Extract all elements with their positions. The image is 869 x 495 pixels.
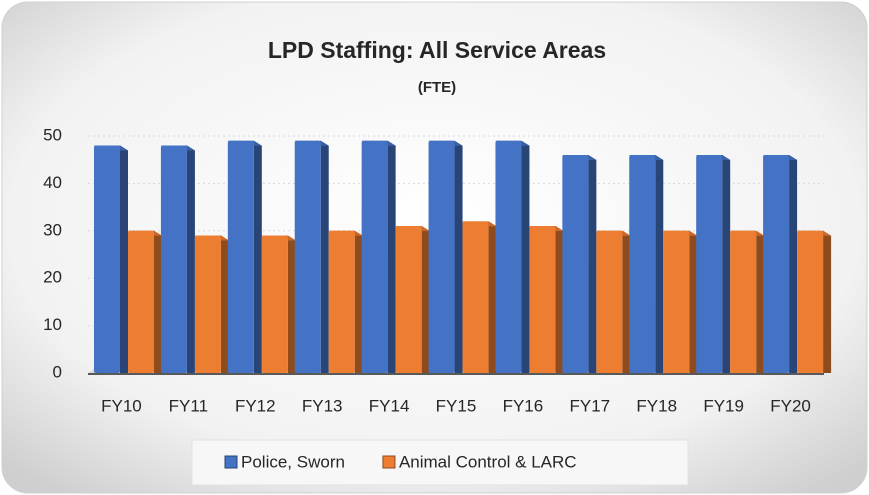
bar [596, 230, 623, 373]
chart-subtitle: (FTE) [418, 79, 456, 96]
bar [629, 154, 656, 373]
y-tick-label: 30 [43, 220, 62, 239]
bar-side [622, 230, 631, 373]
bar-side [789, 154, 798, 373]
x-tick-label: FY16 [503, 396, 544, 415]
bar-side [154, 230, 162, 373]
x-tick-label: FY12 [235, 396, 276, 415]
bar [495, 140, 522, 373]
bar [797, 230, 824, 373]
bar-side [354, 230, 363, 373]
x-tick-label: FY20 [770, 396, 811, 415]
bar-side [253, 140, 262, 373]
bar-side [186, 145, 195, 373]
bar-side [454, 140, 463, 373]
legend-label: Animal Control & LARC [399, 452, 577, 471]
bar [128, 230, 154, 373]
bar [94, 145, 120, 373]
x-tick-label: FY11 [169, 396, 208, 415]
bar [696, 154, 723, 373]
bar [227, 140, 254, 373]
x-tick-label: FY19 [703, 396, 744, 415]
x-tick-label: FY13 [302, 396, 343, 415]
bar-side [655, 154, 664, 373]
y-tick-label: 20 [43, 268, 62, 287]
x-tick-label: FY15 [436, 396, 477, 415]
legend-swatch [224, 455, 238, 469]
bar-side [588, 154, 597, 373]
bar [361, 140, 388, 373]
bar [160, 145, 187, 373]
bar-side [220, 235, 229, 373]
bar-side [756, 230, 765, 373]
bar-side [287, 235, 296, 373]
bar-side [421, 226, 430, 373]
x-tick-label: FY18 [636, 396, 677, 415]
bar [395, 226, 422, 373]
legend-label: Police, Sworn [241, 452, 345, 471]
bar [328, 230, 355, 373]
chart-title: LPD Staffing: All Service Areas [268, 37, 606, 63]
x-tick-label: FY10 [101, 396, 142, 415]
bar [294, 140, 321, 373]
bar [261, 235, 288, 373]
bar-side [722, 154, 731, 373]
bar [562, 154, 589, 373]
bar-side [555, 226, 564, 373]
bar [529, 226, 556, 373]
y-tick-label: 0 [53, 362, 62, 381]
bar-side [823, 230, 832, 373]
legend-swatch [382, 455, 396, 469]
legend-box [191, 439, 689, 486]
bar-side [320, 140, 329, 373]
bar-side [689, 230, 698, 373]
bar [763, 154, 790, 373]
bar-side [120, 145, 128, 373]
y-tick-label: 40 [43, 173, 62, 192]
bar [428, 140, 455, 373]
bar [194, 235, 221, 373]
bar-side [521, 140, 530, 373]
bar-side [387, 140, 396, 373]
x-tick-label: FY14 [369, 396, 410, 415]
y-tick-label: 50 [43, 125, 62, 144]
bar [663, 230, 690, 373]
y-tick-label: 10 [43, 315, 62, 334]
bar [730, 230, 757, 373]
x-tick-label: FY17 [569, 396, 610, 415]
bar [462, 221, 489, 373]
bar-side [488, 221, 497, 373]
